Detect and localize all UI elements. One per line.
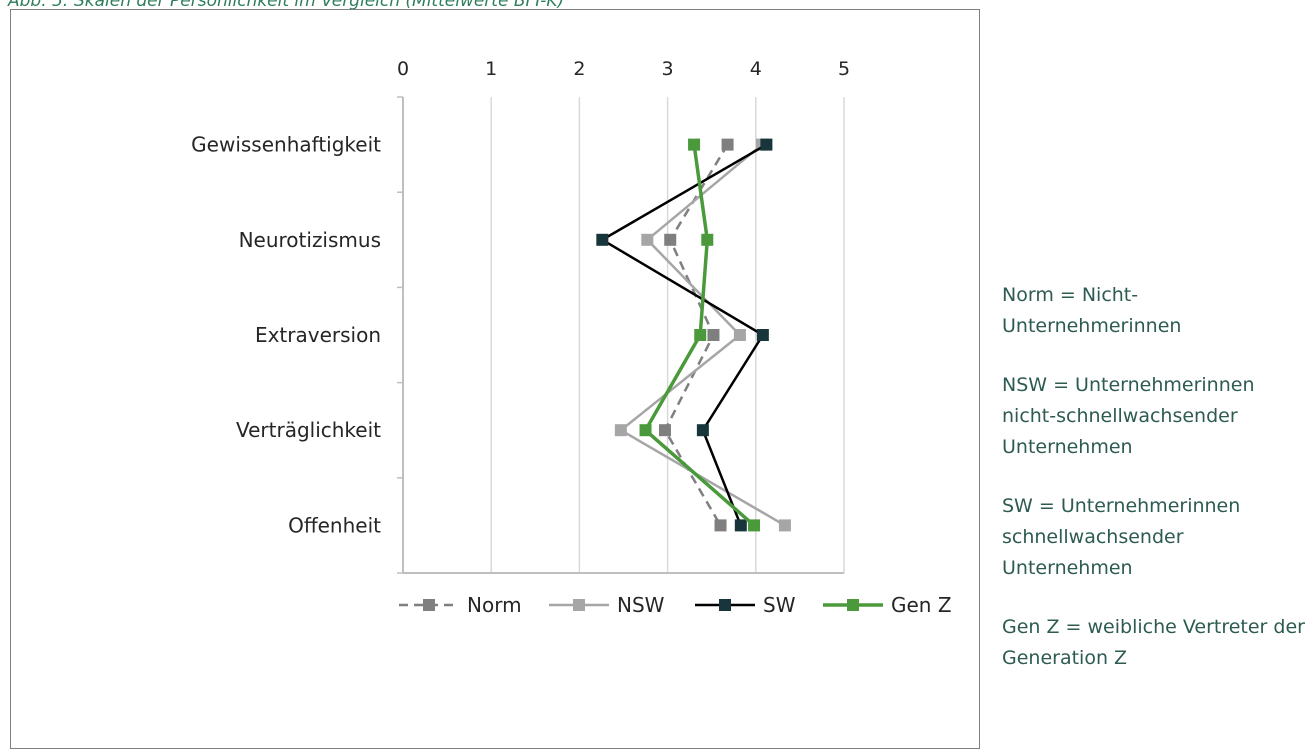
y-tick-label: Gewissenhaftigkeit <box>191 133 381 157</box>
x-tick-label: 2 <box>573 58 585 80</box>
data-point <box>707 329 720 341</box>
y-tick-label: Offenheit <box>288 513 381 537</box>
y-tick-label: Extraversion <box>255 323 381 347</box>
legend-label: Norm <box>467 593 522 617</box>
data-point <box>664 233 677 246</box>
series-sw <box>596 138 773 532</box>
legend-marker <box>423 599 435 611</box>
data-point <box>778 519 791 532</box>
legend-notes: Norm = Nicht-Unternehmerinnen NSW = Unte… <box>1002 280 1308 702</box>
line-chart: 0 1 2 3 4 5 Gewissenhaftigkeit Neurotizismus Ext… <box>191 58 952 617</box>
series-gen-z <box>639 138 761 532</box>
series-lines <box>596 138 791 532</box>
data-point <box>596 233 609 246</box>
x-tick-label: 5 <box>838 58 850 80</box>
x-tick-label: 0 <box>397 58 409 80</box>
note-genz: Gen Z = weibliche Vertreter der Generati… <box>1002 616 1305 669</box>
note-sw: SW = Unternehmerinnen schnellwachsender … <box>1002 495 1241 579</box>
data-point <box>641 233 654 246</box>
data-point <box>688 138 701 151</box>
data-point <box>733 329 746 341</box>
data-point <box>639 424 652 437</box>
data-point <box>734 519 747 532</box>
legend-item: Gen Z <box>823 593 952 617</box>
legend-label: SW <box>763 593 796 617</box>
chart-frame: 0 1 2 3 4 5 Gewissenhaftigkeit Neurotizismus Ext… <box>10 9 980 749</box>
legend-item: Norm <box>399 593 522 617</box>
data-point <box>658 424 671 437</box>
data-point <box>760 138 773 151</box>
legend-marker <box>719 599 731 611</box>
x-tick-label: 3 <box>662 58 674 80</box>
legend-label: Gen Z <box>891 593 952 617</box>
data-point <box>756 329 769 341</box>
y-tick-label: Neurotizismus <box>239 228 381 252</box>
legend-marker <box>573 599 585 611</box>
x-tick-label: 4 <box>750 58 762 80</box>
note-nsw: NSW = Unternehmerinnen nicht-schnellwach… <box>1002 374 1255 458</box>
data-point <box>701 233 714 246</box>
legend-marker <box>847 599 859 611</box>
y-tick-label: Verträglichkeit <box>236 418 381 442</box>
legend-item: SW <box>695 593 796 617</box>
data-point <box>694 329 707 341</box>
tick-labels: 0 1 2 3 4 5 Gewissenhaftigkeit Neurotizismus Ext… <box>191 58 850 537</box>
data-point <box>696 424 709 437</box>
data-point <box>714 519 727 532</box>
note-norm: Norm = Nicht-Unternehmerinnen <box>1002 284 1182 337</box>
legend-label: NSW <box>617 593 665 617</box>
grid-lines <box>490 97 845 573</box>
x-tick-label: 1 <box>485 58 497 80</box>
data-point <box>614 424 627 437</box>
figure-caption: Abb. 5: Skalen der Persönlichkeit im Ver… <box>8 0 565 11</box>
legend: Norm NSW SW Gen Z <box>399 593 952 617</box>
series-norm <box>658 138 734 532</box>
legend-item: NSW <box>549 593 665 617</box>
axes <box>397 96 844 574</box>
data-point <box>721 138 734 151</box>
data-point <box>748 519 761 532</box>
